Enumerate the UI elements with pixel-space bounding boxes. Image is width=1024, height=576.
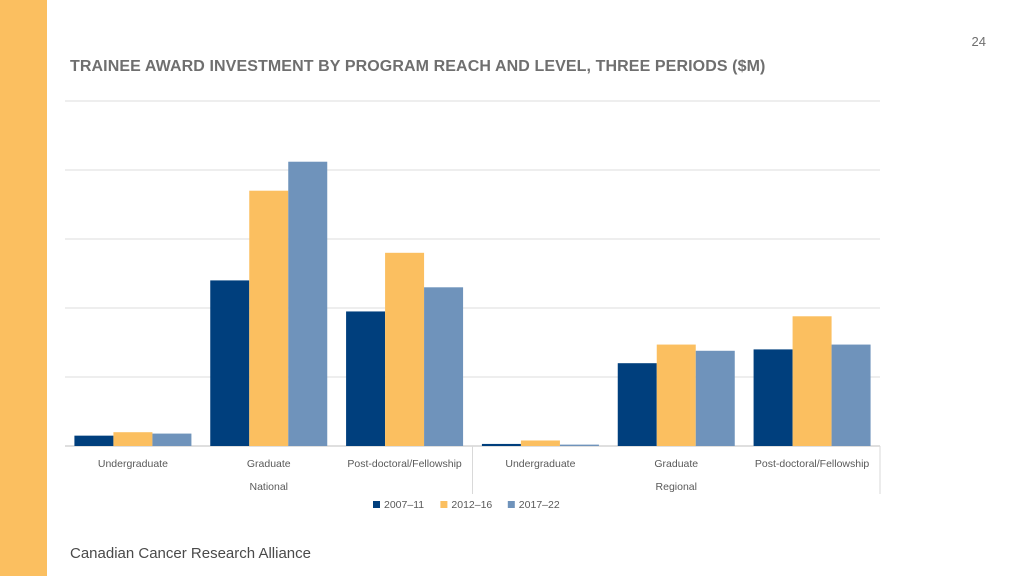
x-tick-label: Graduate (247, 458, 291, 470)
bar-2012-16-4 (520, 440, 560, 446)
x-tick-label: Undergraduate (505, 458, 575, 470)
bar-2007-11-3 (346, 311, 386, 446)
bar-2012-16-2 (249, 190, 289, 446)
legend-label: 2007–11 (384, 499, 424, 511)
group-label-regional: Regional (656, 481, 697, 493)
group-label-national: National (249, 481, 288, 493)
bar-2017-22-3 (424, 287, 464, 446)
legend-swatch (440, 501, 448, 508)
bar-2012-16-5 (656, 344, 696, 446)
accent-sidebar (0, 0, 47, 576)
x-tick-label: Graduate (654, 458, 698, 470)
bar-2012-16-3 (385, 252, 425, 446)
bar-2017-22-6 (831, 344, 871, 446)
bar-2012-16-1 (113, 432, 153, 446)
page-number: 24 (971, 34, 986, 49)
bar-2012-16-6 (792, 316, 832, 446)
bar-2007-11-6 (753, 349, 793, 446)
legend-label: 2012–16 (451, 499, 492, 511)
chart-title: TRAINEE AWARD INVESTMENT BY PROGRAM REAC… (70, 58, 766, 75)
bar-2007-11-4 (481, 443, 521, 446)
bar-2017-22-1 (152, 433, 192, 446)
bar-2017-22-5 (695, 350, 735, 446)
x-tick-label: Undergraduate (98, 458, 168, 470)
footer-organization: Canadian Cancer Research Alliance (70, 545, 311, 562)
bar-2007-11-2 (210, 280, 250, 446)
bar-2007-11-5 (617, 363, 657, 446)
bar-2017-22-4 (559, 444, 599, 446)
legend-swatch (507, 501, 515, 508)
legend-label: 2017–22 (519, 499, 560, 511)
bar-2017-22-2 (288, 161, 328, 446)
x-tick-label: Post-doctoral/Fellowship (347, 458, 462, 470)
bar-2007-11-1 (74, 435, 114, 446)
legend-swatch (373, 501, 380, 508)
x-tick-label: Post-doctoral/Fellowship (755, 458, 870, 470)
